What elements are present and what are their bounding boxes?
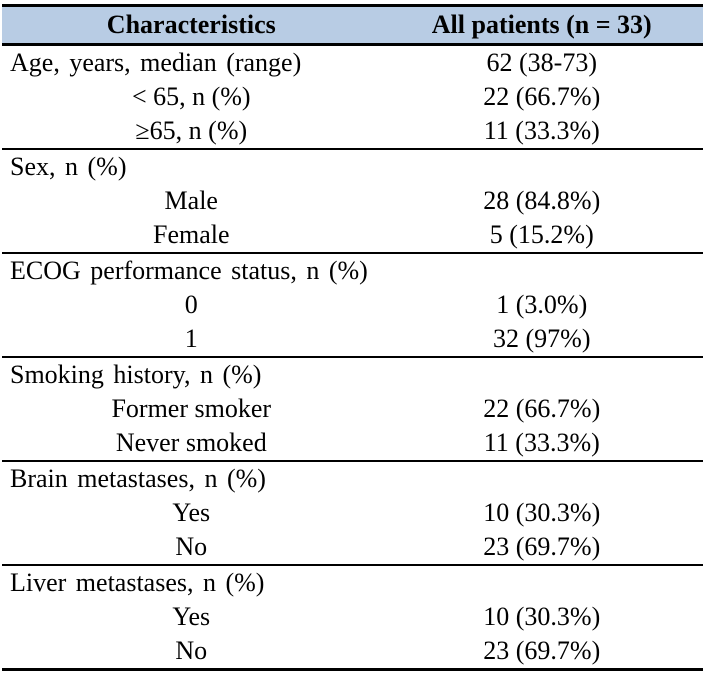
value-cell: 62 (38-73) [486,48,597,77]
table-section: Age, years, median (range) 62 (38-73) < 65… [2,46,703,150]
characteristic-cell: Smoking history, n (%) [10,360,262,389]
table-row: ECOG performance status, n (%) [2,254,703,288]
table-row: Yes 10 (30.3%) [2,600,703,634]
characteristic-cell: < 65, n (%) [131,82,251,111]
table-row: Former smoker 22 (66.7%) [2,392,703,426]
table-row: Male 28 (84.8%) [2,184,703,218]
value-cell: 32 (97%) [493,324,591,353]
table-section: Smoking history, n (%) Former smoker 22 (6… [2,358,703,462]
table-row: Never smoked 11 (33.3%) [2,426,703,460]
value-cell: 28 (84.8%) [483,186,601,215]
table-row: No 23 (69.7%) [2,634,703,668]
value-cell: 11 (33.3%) [483,428,600,457]
table-row: Female 5 (15.2%) [2,218,703,252]
characteristic-cell: Never smoked [115,428,267,457]
value-cell: 22 (66.7%) [483,82,601,111]
characteristic-cell: Brain metastases, n (%) [10,464,266,493]
characteristic-cell: ≥65, n (%) [135,116,248,145]
value-cell: 22 (66.7%) [483,394,601,423]
characteristic-cell: 1 [184,324,198,353]
value-cell: 11 (33.3%) [483,116,600,145]
characteristic-cell: ECOG performance status, n (%) [10,256,368,285]
header-characteristics: Characteristics [106,10,276,39]
table-section: Sex, n (%) Male 28 (84.8%) Female 5 (15.2%) [2,150,703,254]
characteristic-cell: No [175,532,208,561]
table-section: Liver metastases, n (%) Yes 10 (30.3%) No 23… [2,566,703,671]
characteristic-cell: Male [164,186,218,215]
table-row: < 65, n (%) 22 (66.7%) [2,80,703,114]
value-cell: 23 (69.7%) [483,636,601,665]
table-row: No 23 (69.7%) [2,530,703,564]
table-section: Brain metastases, n (%) Yes 10 (30.3%) No 23… [2,462,703,566]
table-row: Brain metastases, n (%) [2,462,703,496]
table-row: Sex, n (%) [2,150,703,184]
characteristic-cell: Female [153,220,230,249]
value-cell: 5 (15.2%) [489,220,594,249]
header-all-patients: All patients (n = 33) [431,10,652,39]
characteristic-cell: Former smoker [111,394,272,423]
table-row: ≥65, n (%) 11 (33.3%) [2,114,703,148]
table-row: Yes 10 (30.3%) [2,496,703,530]
table-row: Age, years, median (range) 62 (38-73) [2,46,703,80]
table-section: ECOG performance status, n (%) 0 1 (3.0%) 1… [2,254,703,358]
characteristic-cell: Sex, n (%) [10,152,127,181]
value-cell: 1 (3.0%) [496,290,588,319]
value-cell: 10 (30.3%) [483,602,601,631]
table-row: Smoking history, n (%) [2,358,703,392]
table-row: 0 1 (3.0%) [2,288,703,322]
characteristic-cell: No [175,636,208,665]
characteristic-cell: Yes [172,498,211,527]
value-cell: 23 (69.7%) [483,532,601,561]
characteristic-cell: Age, years, median (range) [10,48,302,77]
table-row: 1 32 (97%) [2,322,703,356]
table-body: Age, years, median (range) 62 (38-73) < 65… [2,46,703,671]
characteristic-cell: 0 [184,290,198,319]
characteristic-cell: Yes [172,602,211,631]
table-row: Liver metastases, n (%) [2,566,703,600]
table-header-row: Characteristics All patients (n = 33) [2,4,703,46]
value-cell: 10 (30.3%) [483,498,601,527]
characteristic-cell: Liver metastases, n (%) [10,568,265,597]
patient-characteristics-table: Characteristics All patients (n = 33) Ag… [2,4,703,671]
